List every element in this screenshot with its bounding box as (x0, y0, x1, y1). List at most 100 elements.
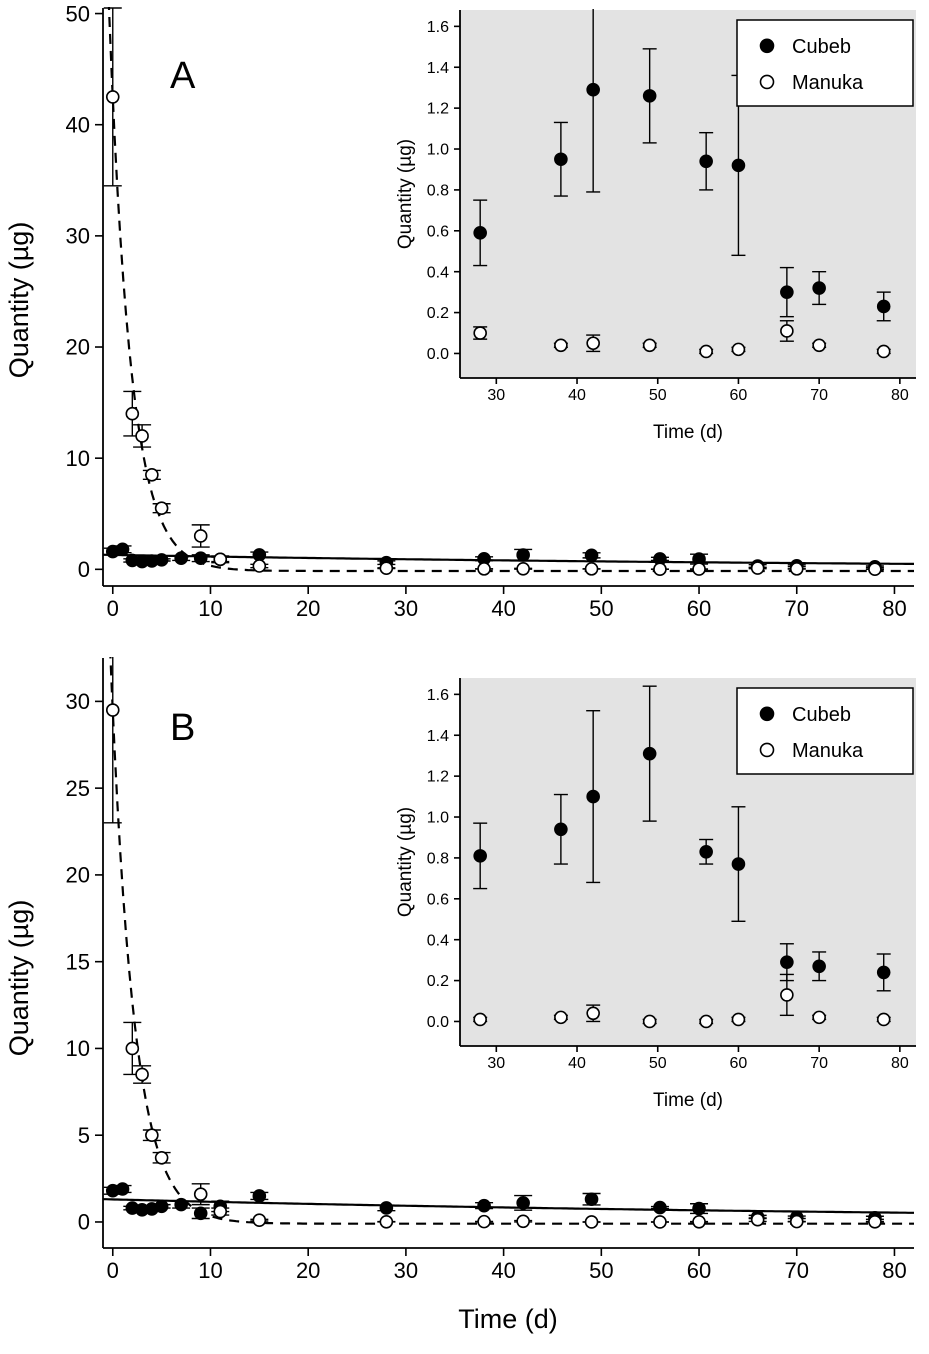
x-tick-label: 70 (785, 596, 809, 621)
data-point-manuka (252, 1213, 267, 1228)
x-tick-label: 30 (394, 1258, 418, 1283)
y-tick-label: 15 (66, 949, 90, 974)
x-tick-label: 50 (589, 1258, 613, 1283)
data-point-manuka (789, 1214, 804, 1229)
data-point-cubeb (473, 226, 487, 240)
data-point-manuka (642, 1014, 657, 1029)
x-axis-label: Time (d) (458, 1304, 558, 1334)
legend-label: Cubeb (792, 36, 851, 58)
data-point-manuka (379, 1214, 394, 1229)
data-point-cubeb (812, 959, 826, 974)
inset-x-axis-label: Time (d) (653, 1090, 723, 1111)
data-point-manuka (379, 561, 394, 576)
data-point-manuka (750, 1212, 765, 1227)
x-tick-label: 80 (891, 1055, 909, 1072)
series-manuka (103, 657, 884, 1229)
y-tick-label: 1.2 (427, 769, 449, 786)
data-point-manuka (193, 1187, 208, 1202)
legend-label: Manuka (792, 740, 864, 762)
legend-label: Cubeb (792, 704, 851, 726)
x-tick-label: 0 (107, 596, 119, 621)
x-tick-label: 30 (487, 1055, 505, 1072)
data-point-manuka (213, 1204, 228, 1219)
y-tick-label: 30 (66, 689, 90, 714)
legend-marker-cubeb (759, 38, 775, 54)
legend: Cubeb Manuka (736, 687, 914, 775)
x-tick-label: 40 (491, 1258, 515, 1283)
data-point-cubeb (699, 844, 713, 859)
x-tick-label: 0 (107, 1258, 119, 1283)
y-tick-label: 0.8 (427, 183, 449, 200)
data-point-cubeb (115, 1182, 130, 1196)
data-point-manuka (653, 1215, 667, 1229)
legend-box (736, 19, 914, 107)
x-tick-label: 60 (687, 1258, 711, 1283)
panel-a-chart: 0 10 20 30 40 50 60 70 80 0 10 20 30 40 50 A Quantity (µ… (4, 1, 916, 621)
x-tick-label: 80 (882, 1258, 906, 1283)
data-point-cubeb (653, 1200, 667, 1215)
data-point-manuka (135, 429, 149, 443)
legend-box (736, 687, 914, 775)
data-point-manuka (699, 344, 713, 359)
x-tick-label: 50 (649, 1055, 667, 1072)
data-point-manuka (125, 406, 140, 421)
y-tick-label: 20 (66, 335, 90, 360)
data-point-cubeb (154, 1199, 169, 1214)
data-point-cubeb (876, 299, 891, 314)
data-point-manuka (780, 324, 794, 338)
data-point-cubeb (193, 551, 208, 566)
data-point-manuka (213, 552, 228, 567)
data-point-cubeb (252, 548, 267, 562)
data-point-manuka (642, 338, 657, 353)
series-manuka (103, 7, 884, 577)
fit-line-cubeb (103, 553, 914, 566)
data-point-manuka (135, 1067, 149, 1082)
y-tick-label: 0.0 (427, 1014, 449, 1031)
data-point-cubeb (731, 857, 746, 871)
x-tick-label: 10 (198, 1258, 222, 1283)
data-point-cubeb (477, 1198, 491, 1213)
data-point-cubeb (516, 548, 530, 562)
data-point-manuka (516, 1214, 530, 1229)
data-point-manuka (554, 338, 568, 353)
data-point-cubeb (586, 789, 600, 804)
x-tick-label: 50 (649, 387, 667, 404)
data-point-manuka (125, 1041, 140, 1056)
x-tick-label: 40 (491, 596, 515, 621)
data-point-cubeb (174, 1197, 188, 1212)
x-tick-label: 80 (882, 596, 906, 621)
data-point-cubeb (584, 548, 599, 563)
data-point-cubeb (586, 82, 600, 97)
data-point-manuka (477, 1214, 491, 1229)
y-tick-label: 1.0 (427, 142, 449, 159)
data-point-cubeb (699, 154, 713, 169)
y-axis-label: Quantity (µg) (395, 139, 416, 249)
inset-x-axis-label: Time (d) (653, 422, 723, 443)
data-point-cubeb (154, 553, 169, 567)
panel-a-main: 0 10 20 30 40 50 60 70 80 0 10 20 30 40 50 A Quantity (µ… (4, 1, 914, 621)
legend: Cubeb Manuka (736, 19, 914, 107)
data-point-manuka (154, 1150, 169, 1165)
y-tick-label: 0.8 (427, 851, 449, 868)
data-point-manuka (699, 1014, 713, 1029)
x-tick-label: 70 (810, 1055, 828, 1072)
data-point-manuka (193, 529, 208, 543)
data-point-manuka (876, 1012, 891, 1027)
y-tick-label: 10 (66, 446, 90, 471)
data-point-cubeb (642, 89, 657, 103)
y-tick-label: 10 (66, 1036, 90, 1061)
x-tick-label: 50 (589, 596, 613, 621)
y-axis-label: Quantity (µg) (395, 807, 416, 917)
data-point-manuka (692, 1214, 706, 1229)
data-point-manuka (473, 326, 487, 340)
data-point-manuka (252, 559, 267, 573)
series-manuka (473, 320, 891, 359)
data-point-manuka (105, 703, 120, 717)
y-tick-label: 1.4 (427, 60, 449, 77)
data-point-manuka (145, 1128, 159, 1143)
data-point-manuka (584, 562, 599, 576)
x-tick-label: 60 (730, 387, 748, 404)
panel-letter: B (170, 707, 195, 749)
y-tick-label: 0.6 (427, 891, 449, 908)
